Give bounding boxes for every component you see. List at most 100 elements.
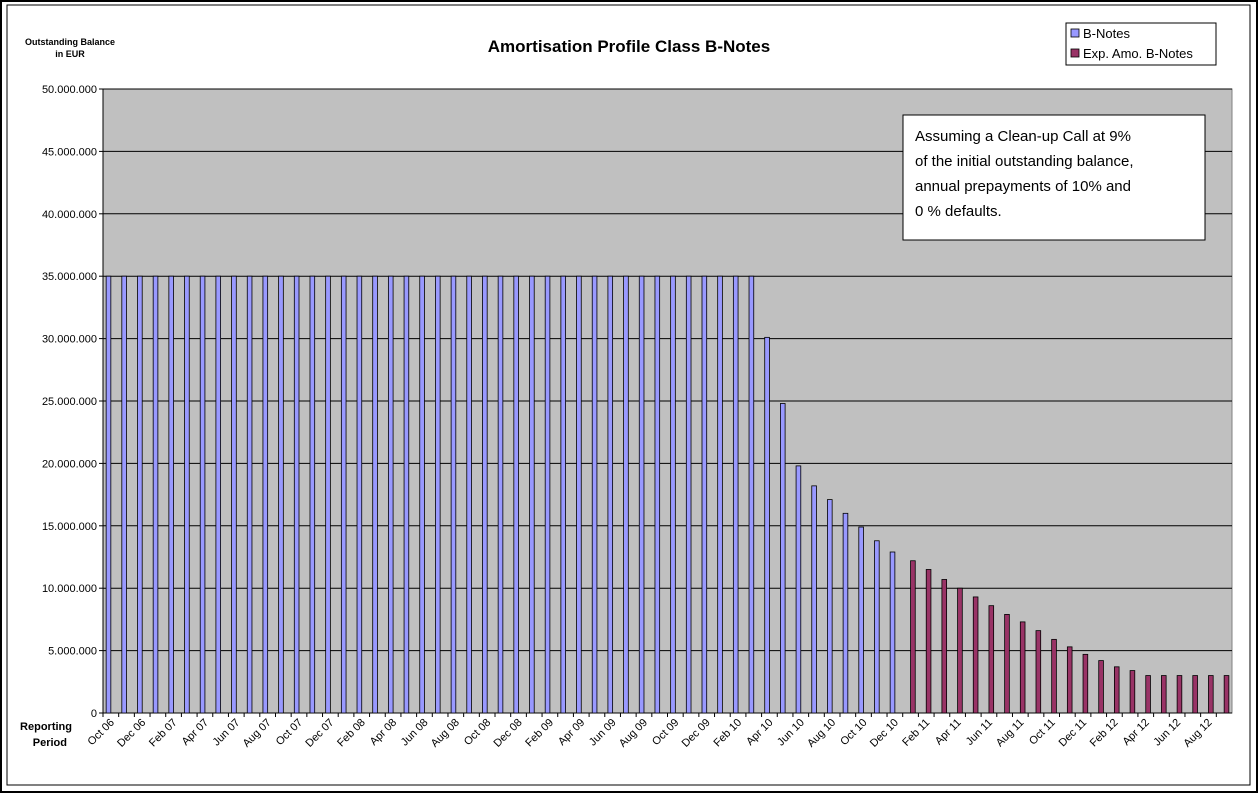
legend-label: B-Notes	[1083, 26, 1130, 41]
bar	[988, 605, 995, 714]
bar	[152, 275, 159, 714]
bar	[419, 275, 425, 714]
bar	[1176, 675, 1183, 714]
legend-label: Exp. Amo. B-Notes	[1083, 46, 1193, 61]
bar	[748, 275, 755, 714]
y-axis-label: in EUR	[55, 49, 85, 59]
bar	[925, 569, 932, 714]
bar	[1035, 630, 1042, 714]
y-tick-label: 50.000.000	[42, 84, 97, 96]
bar	[372, 275, 378, 714]
annotation-text: Assuming a Clean-up Call at 9%	[915, 128, 1131, 145]
bar	[246, 275, 253, 714]
bar	[1004, 614, 1010, 714]
y-tick-label: 30.000.000	[42, 334, 97, 346]
bar	[513, 275, 519, 714]
bar	[1082, 653, 1089, 714]
bar	[1223, 675, 1230, 714]
bar	[972, 596, 979, 714]
legend	[1065, 22, 1217, 66]
x-axis-label: Period	[33, 737, 67, 749]
y-tick-label: 10.000.000	[42, 583, 97, 595]
bar	[137, 275, 143, 714]
bar	[941, 579, 948, 714]
bar	[957, 587, 963, 714]
bar	[1098, 660, 1104, 714]
bar	[293, 275, 300, 714]
bar	[827, 499, 833, 714]
bar	[1129, 670, 1136, 714]
bar	[278, 275, 284, 714]
y-tick-label: 20.000.000	[42, 458, 97, 470]
bar	[670, 275, 676, 714]
bar	[591, 275, 598, 714]
bar	[309, 275, 316, 714]
bar	[450, 275, 457, 714]
bar	[1161, 675, 1167, 714]
bar	[623, 275, 629, 714]
x-axis-label: Reporting	[20, 721, 72, 733]
bar	[685, 275, 692, 714]
bar	[795, 465, 802, 714]
bar	[325, 275, 331, 714]
bar	[356, 275, 363, 714]
annotation-text: of the initial outstanding balance,	[915, 153, 1134, 170]
bar	[1019, 621, 1026, 714]
bar	[497, 275, 504, 714]
bar	[231, 275, 237, 714]
bar	[889, 551, 896, 714]
y-tick-label: 45.000.000	[42, 146, 97, 158]
y-tick-label: 5.000.000	[48, 646, 97, 658]
bar	[1192, 675, 1198, 714]
y-tick-label: 40.000.000	[42, 209, 97, 221]
bar	[654, 275, 661, 714]
bar	[764, 336, 770, 714]
y-tick-label: 35.000.000	[42, 271, 97, 283]
bar	[701, 275, 708, 714]
bar	[732, 275, 739, 714]
bar	[529, 275, 535, 714]
bar	[262, 275, 269, 714]
bar	[842, 512, 849, 714]
annotation-text: annual prepayments of 10% and	[915, 178, 1131, 195]
bar	[560, 275, 566, 714]
bar	[387, 275, 394, 714]
bar	[544, 275, 551, 714]
bar	[1113, 666, 1120, 714]
bar	[105, 275, 112, 714]
bar	[780, 403, 786, 714]
chart-title: Amortisation Profile Class B-Notes	[488, 37, 770, 56]
bar	[717, 275, 723, 714]
bar	[1145, 675, 1151, 714]
bar	[858, 526, 864, 714]
bar	[466, 275, 472, 714]
bar	[874, 540, 880, 714]
bar	[607, 275, 614, 714]
bar	[1051, 638, 1057, 714]
bar	[215, 275, 222, 714]
bar	[199, 275, 206, 714]
legend-swatch	[1070, 28, 1080, 38]
legend-swatch	[1070, 48, 1080, 58]
y-tick-label: 25.000.000	[42, 396, 97, 408]
bar	[638, 275, 645, 714]
bar	[1208, 675, 1214, 714]
y-tick-label: 15.000.000	[42, 521, 97, 533]
bar	[121, 275, 127, 714]
annotation-box	[902, 114, 1206, 241]
bar	[340, 275, 347, 714]
bar	[576, 275, 582, 714]
bar	[403, 275, 410, 714]
bar	[811, 485, 817, 714]
bar	[168, 275, 174, 714]
y-axis-label: Outstanding Balance	[25, 37, 115, 47]
y-tick-label: 0	[91, 708, 97, 720]
bar	[184, 275, 190, 714]
bar	[910, 560, 916, 714]
bar	[1066, 646, 1073, 714]
annotation-text: 0 % defaults.	[915, 203, 1002, 220]
bar	[435, 275, 441, 714]
inner-frame	[6, 4, 1251, 786]
bar	[482, 275, 488, 714]
